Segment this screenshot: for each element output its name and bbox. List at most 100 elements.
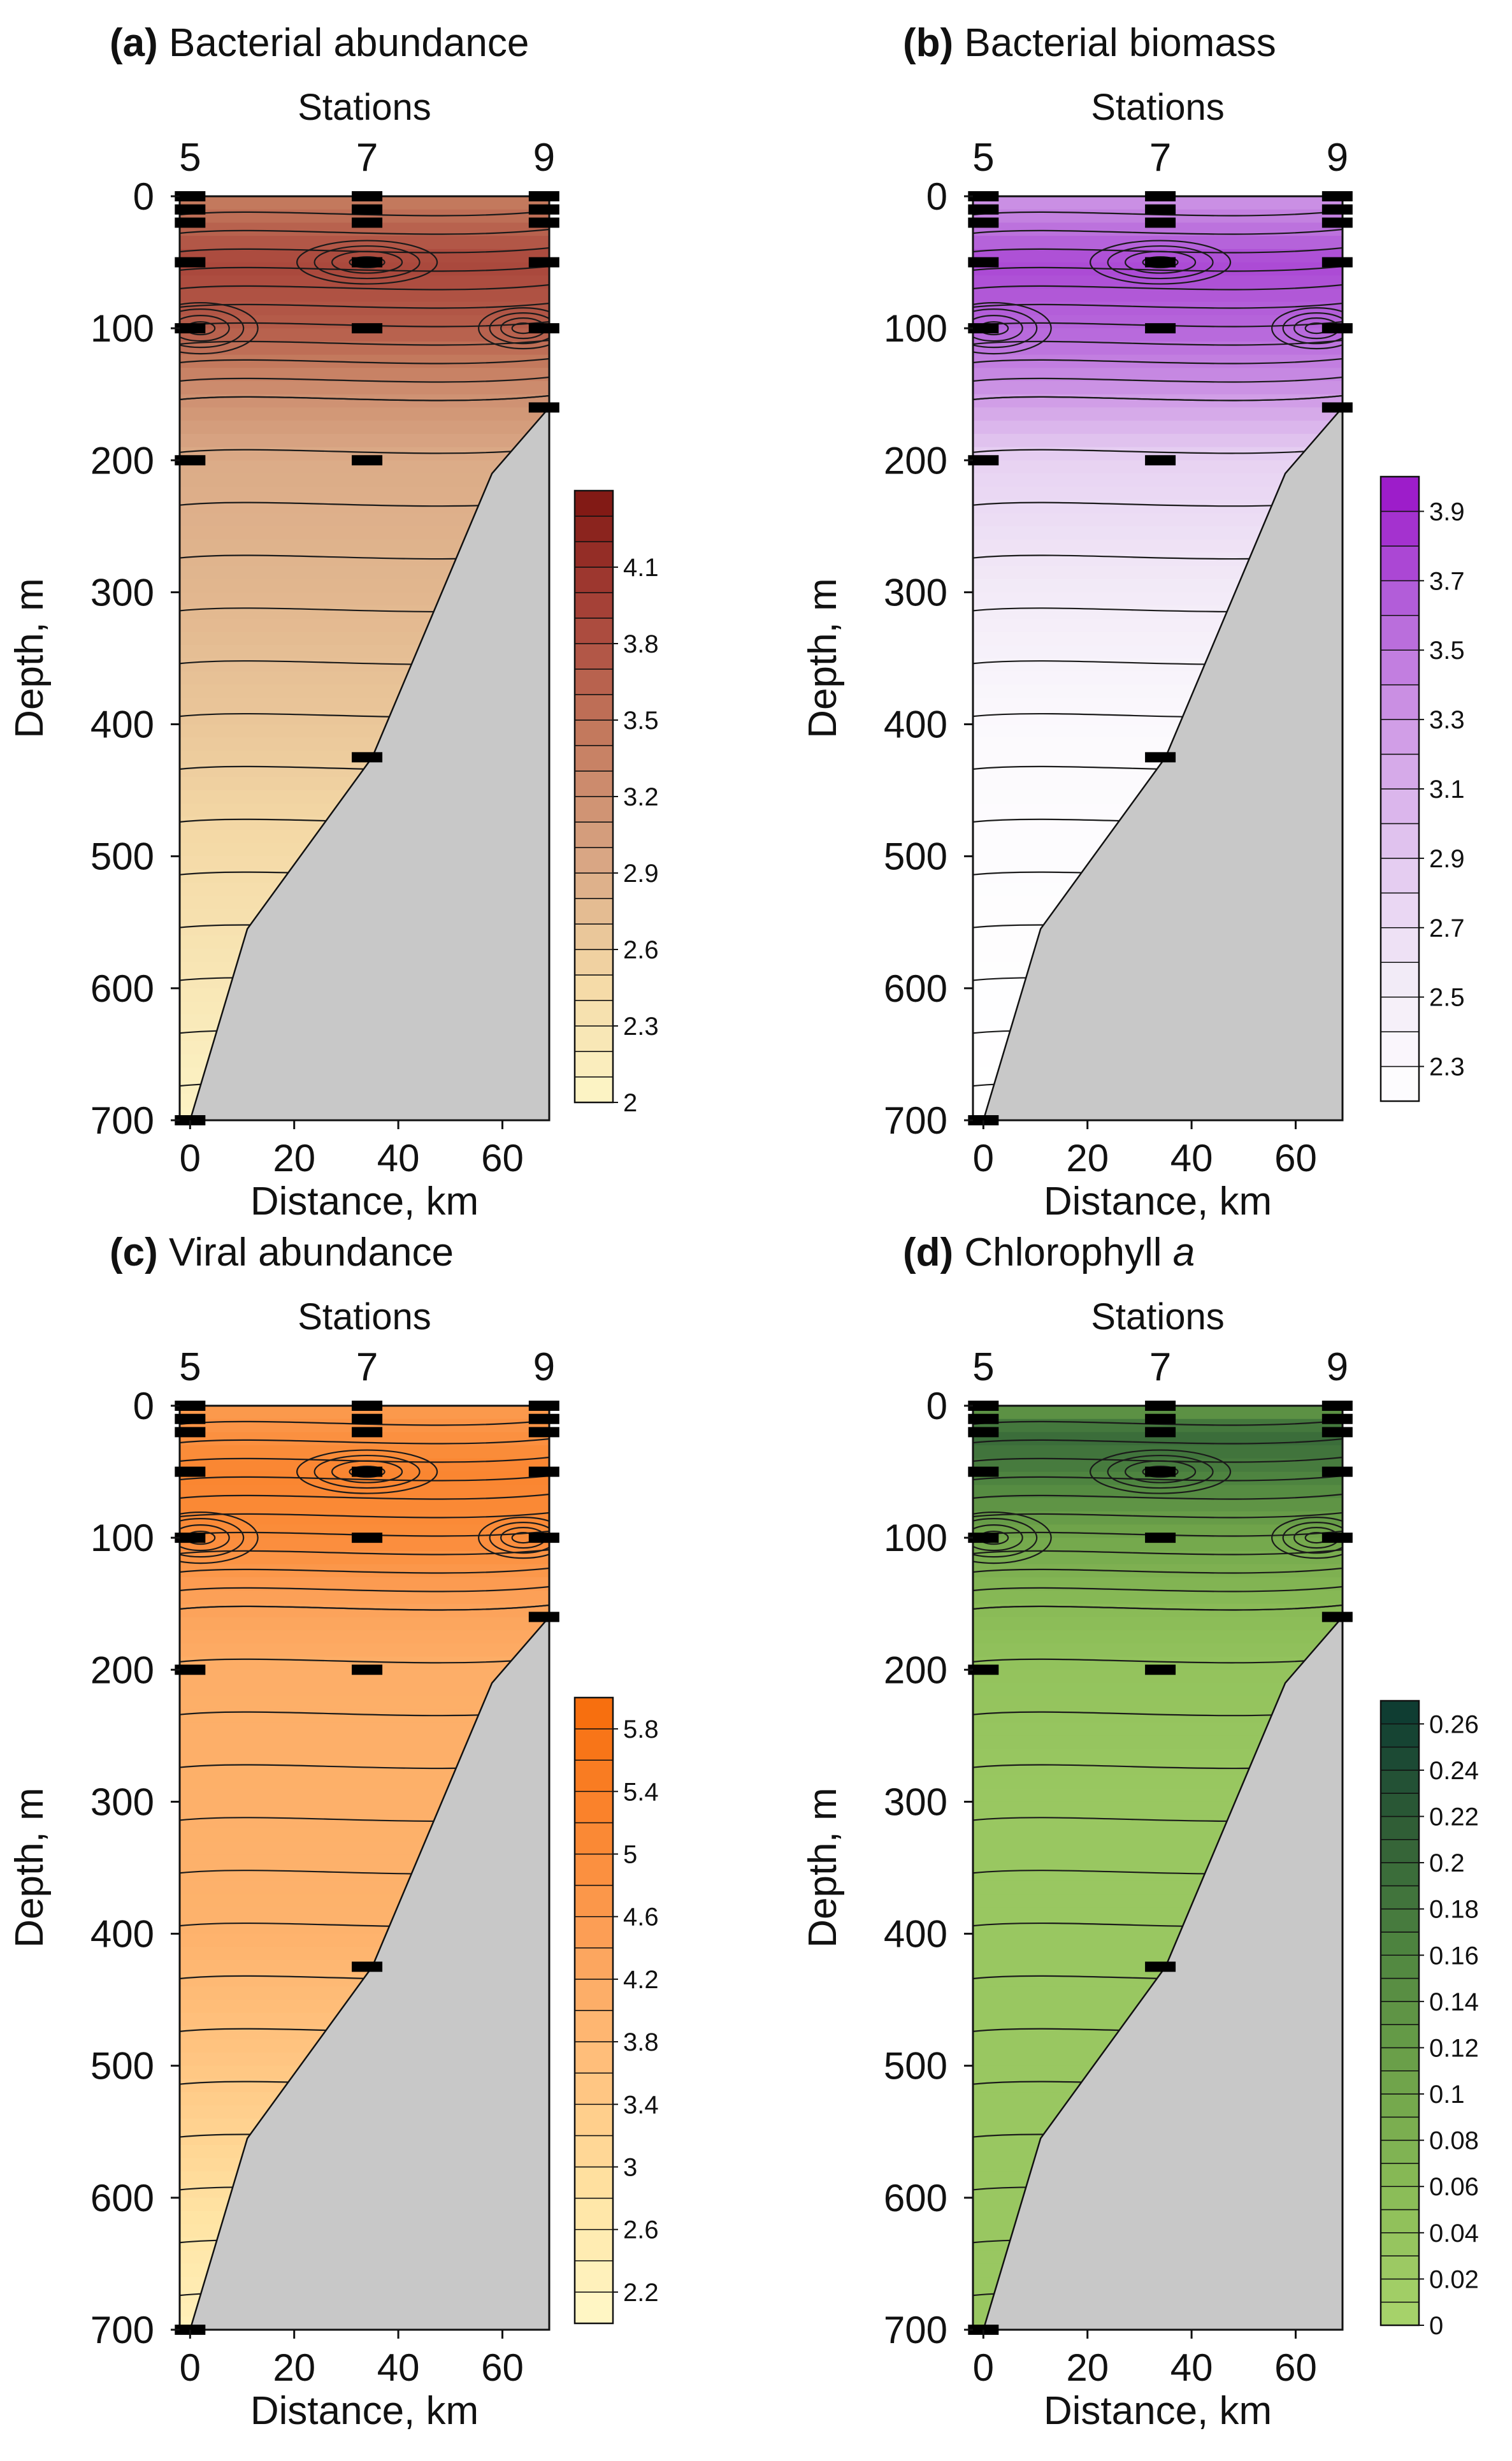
contour-ring <box>1089 1449 1232 1494</box>
contour-ring <box>1089 240 1232 285</box>
station-tick-label: 5 <box>179 136 201 180</box>
colorbar-tick-label: 0.26 <box>1429 1710 1479 1738</box>
colorbar-tick-label: 0.06 <box>1429 2173 1479 2201</box>
sample-marker <box>175 204 206 215</box>
contour-ring <box>296 1449 438 1494</box>
y-tick-label: 400 <box>90 1913 154 1956</box>
panel-letter: (d) <box>903 1230 964 1274</box>
colorbar-level <box>1380 580 1420 616</box>
y-tick-label: 300 <box>884 1780 947 1823</box>
contour-ring <box>180 308 245 349</box>
colorbar-tick-label: 5 <box>623 1841 637 1869</box>
colorbar-tick-label: 2.6 <box>623 2216 659 2244</box>
x-tick-label: 60 <box>1274 1137 1317 1180</box>
sample-marker <box>1145 1401 1176 1411</box>
colorbar-level <box>1380 1723 1420 1748</box>
sample-marker <box>968 1664 999 1675</box>
stations-label: Stations <box>1091 1296 1225 1338</box>
panel-title: (b) Bacterial biomass <box>903 21 1276 65</box>
sample-marker <box>175 217 206 228</box>
contour-band <box>973 315 1343 329</box>
contour-line <box>180 1530 549 1537</box>
contour-band <box>973 1670 1343 1684</box>
contour-band <box>973 354 1343 369</box>
y-tick-label: 700 <box>90 2309 154 2351</box>
colorbar-tick-label: 4.2 <box>623 1966 659 1994</box>
contour-band <box>180 1577 549 1591</box>
colorbar-level <box>574 567 614 593</box>
sample-marker <box>968 257 999 268</box>
sample-marker <box>175 191 206 201</box>
y-tick-label: 100 <box>884 1517 947 1559</box>
colorbar-level <box>574 1025 614 1052</box>
colorbar-tick-label: 0.14 <box>1429 1988 1479 2016</box>
station-tick-label: 9 <box>533 1345 555 1389</box>
sample-marker <box>1145 1466 1176 1477</box>
contour-band <box>180 421 549 435</box>
sample-marker <box>175 257 206 268</box>
contour-band <box>973 1591 1343 1605</box>
contour-ring <box>180 315 230 342</box>
x-tick-label: 0 <box>973 2346 994 2389</box>
colorbar: 0.26 0.24 0.22 0.2 0.18 0.16 0.14 0.12 0.1 0.08 0.… <box>1379 1700 1479 2340</box>
contour-band <box>180 1485 549 1499</box>
sample-marker <box>175 1664 206 1675</box>
colorbar-tick-label: 5.4 <box>623 1778 659 1806</box>
colorbar-level <box>1380 476 1420 512</box>
contour-ring <box>1107 245 1214 280</box>
sample-marker <box>1145 217 1176 228</box>
contour-band <box>973 486 1343 501</box>
colorbar-level <box>574 1000 614 1027</box>
contour-band <box>973 381 1343 395</box>
panel-letter: (c) <box>110 1230 169 1274</box>
colorbar-level <box>574 745 614 772</box>
sample-marker <box>1145 455 1176 466</box>
contour-band <box>180 1564 549 1578</box>
contour-ring <box>973 1512 1052 1564</box>
sample-marker <box>352 1961 383 1972</box>
colorbar-level <box>1380 1931 1420 1956</box>
sample-marker <box>1321 323 1353 334</box>
contour-line <box>180 1493 549 1500</box>
contour-ring <box>973 308 1038 349</box>
colorbar-tick-label: 0.16 <box>1429 1942 1479 1970</box>
colorbar-level <box>574 2072 614 2105</box>
contour-line <box>973 284 1343 291</box>
colorbar-level <box>574 1979 614 2011</box>
sample-marker <box>352 1664 383 1675</box>
contour-band <box>973 433 1343 448</box>
sample-marker <box>1145 191 1176 201</box>
contour-band <box>973 513 1343 527</box>
contour-band <box>973 1471 1343 1486</box>
contour-band <box>973 275 1343 289</box>
station-tick-label: 5 <box>972 1345 994 1389</box>
contour-band <box>973 1630 1343 1644</box>
colorbar-level <box>1380 2139 1420 2164</box>
colorbar-level <box>574 1791 614 1824</box>
sample-marker <box>968 1427 999 1438</box>
colorbar-level <box>574 1051 614 1078</box>
colorbar-tick-label: 0.22 <box>1429 1803 1479 1831</box>
colorbar-level <box>574 2166 614 2199</box>
contour-band <box>180 513 549 527</box>
contour-band <box>180 289 549 303</box>
y-tick-label: 100 <box>90 307 154 350</box>
sample-marker <box>1321 1466 1353 1477</box>
colorbar-tick-label: 2.9 <box>623 860 659 888</box>
contour-line <box>973 210 1343 217</box>
contour-line <box>180 228 549 235</box>
colorbar-level <box>1380 1815 1420 1840</box>
colorbar-tick-label: 5.8 <box>623 1715 659 1743</box>
colorbar-level <box>574 490 614 517</box>
contour-line <box>180 1585 549 1592</box>
y-tick-label: 700 <box>90 1099 154 1142</box>
panel-title: (a) Bacterial abundance <box>110 21 529 65</box>
sample-marker <box>968 204 999 215</box>
colorbar-tick-label: 4.6 <box>623 1903 659 1931</box>
contour-ring <box>1142 256 1179 269</box>
y-tick-label: 100 <box>884 307 947 350</box>
colorbar-level <box>1380 823 1420 859</box>
colorbar-level <box>574 898 614 925</box>
